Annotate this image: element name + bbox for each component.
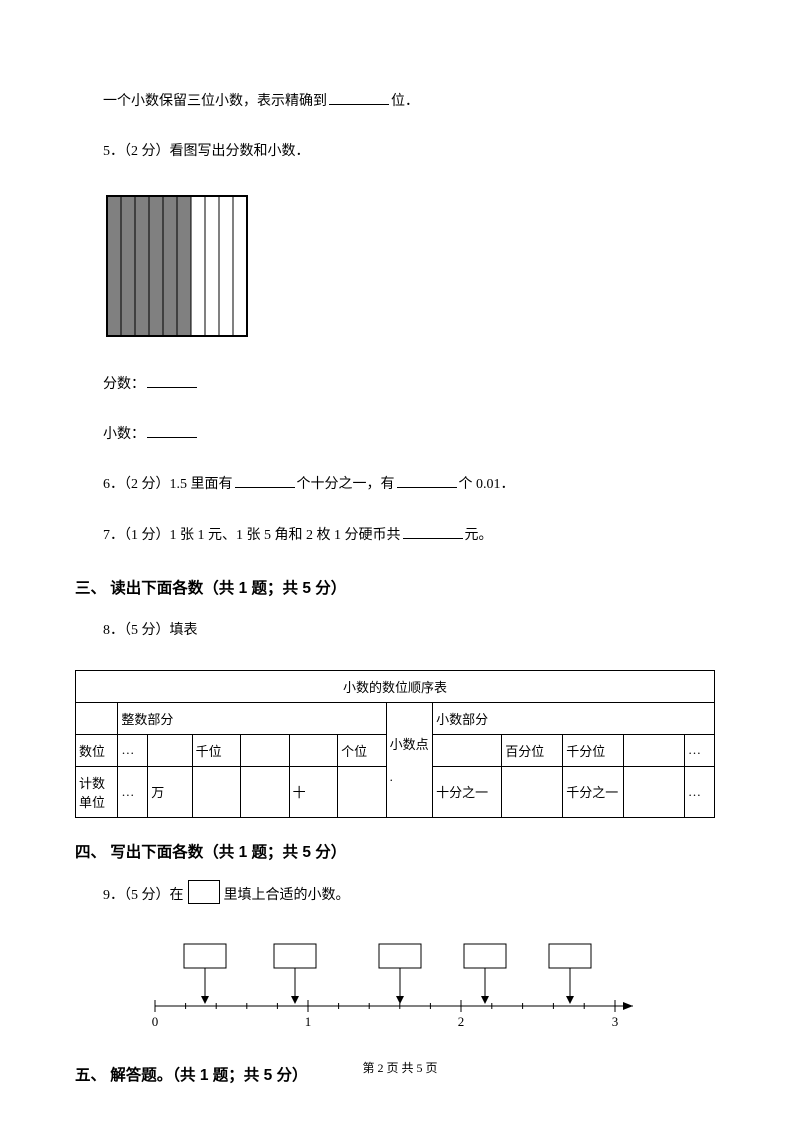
q4-text: 一个小数保留三位小数，表示精确到位． — [75, 90, 725, 113]
place-value-table: 小数的数位顺序表 整数部分 小数点. 小数部分 数位 … 千位 个位 百分位 千… — [75, 670, 715, 818]
q6-blank-2[interactable] — [397, 473, 457, 488]
q5-fraction-blank[interactable] — [147, 373, 197, 388]
q7-text-b: 元。 — [465, 528, 493, 543]
svg-text:1: 1 — [305, 1014, 312, 1029]
q9-inline-box[interactable] — [188, 880, 220, 904]
q9-text-a: 9．（5 分）在 — [103, 888, 184, 903]
q5-decimal-blank[interactable] — [147, 423, 197, 438]
q5-decimal-label: 小数： — [103, 427, 145, 442]
q5-label: 5．（2 分）看图写出分数和小数． — [75, 141, 725, 163]
fraction-bars-figure — [103, 192, 725, 345]
q9-row: 9．（5 分）在 里填上合适的小数。 — [75, 884, 725, 908]
q9-text-b: 里填上合适的小数。 — [224, 888, 350, 903]
q7-text-a: 7．（1 分）1 张 1 元、1 张 5 角和 2 枚 1 分硬币共 — [103, 528, 401, 543]
q6-text-b: 个十分之一，有 — [297, 477, 395, 492]
pv-title: 小数的数位顺序表 — [76, 670, 715, 702]
svg-text:3: 3 — [612, 1014, 619, 1029]
q5-fraction-label: 分数： — [103, 377, 145, 392]
q7-row: 7．（1 分）1 张 1 元、1 张 5 角和 2 枚 1 分硬币共 元。 — [75, 524, 725, 547]
q8-label: 8．（5 分）填表 — [75, 620, 725, 642]
q5-decimal-row: 小数： — [75, 423, 725, 443]
q6-blank-1[interactable] — [235, 473, 295, 488]
page-footer: 第 2 页 共 5 页 — [0, 1059, 800, 1076]
section-3-heading: 三、 读出下面各数（共 1 题；共 5 分） — [75, 576, 725, 598]
q5-fraction-row: 分数： — [75, 373, 725, 393]
q6-row: 6．（2 分）1.5 里面有 个十分之一，有 个 0.01． — [75, 473, 725, 496]
q7-blank[interactable] — [403, 524, 463, 539]
q6-text-a: 6．（2 分）1.5 里面有 — [103, 477, 233, 492]
pv-decimal-point: 小数点. — [386, 702, 432, 817]
svg-text:0: 0 — [152, 1014, 159, 1029]
number-line-figure: 0 1 2 3 — [135, 936, 725, 1041]
section-4-heading: 四、 写出下面各数（共 1 题；共 5 分） — [75, 840, 725, 862]
q4-blank[interactable] — [329, 90, 389, 105]
q6-text-c: 个 0.01． — [459, 477, 515, 492]
pv-decimal-part: 小数部分 — [433, 702, 715, 734]
svg-text:2: 2 — [458, 1014, 465, 1029]
pv-integer-part: 整数部分 — [118, 702, 386, 734]
